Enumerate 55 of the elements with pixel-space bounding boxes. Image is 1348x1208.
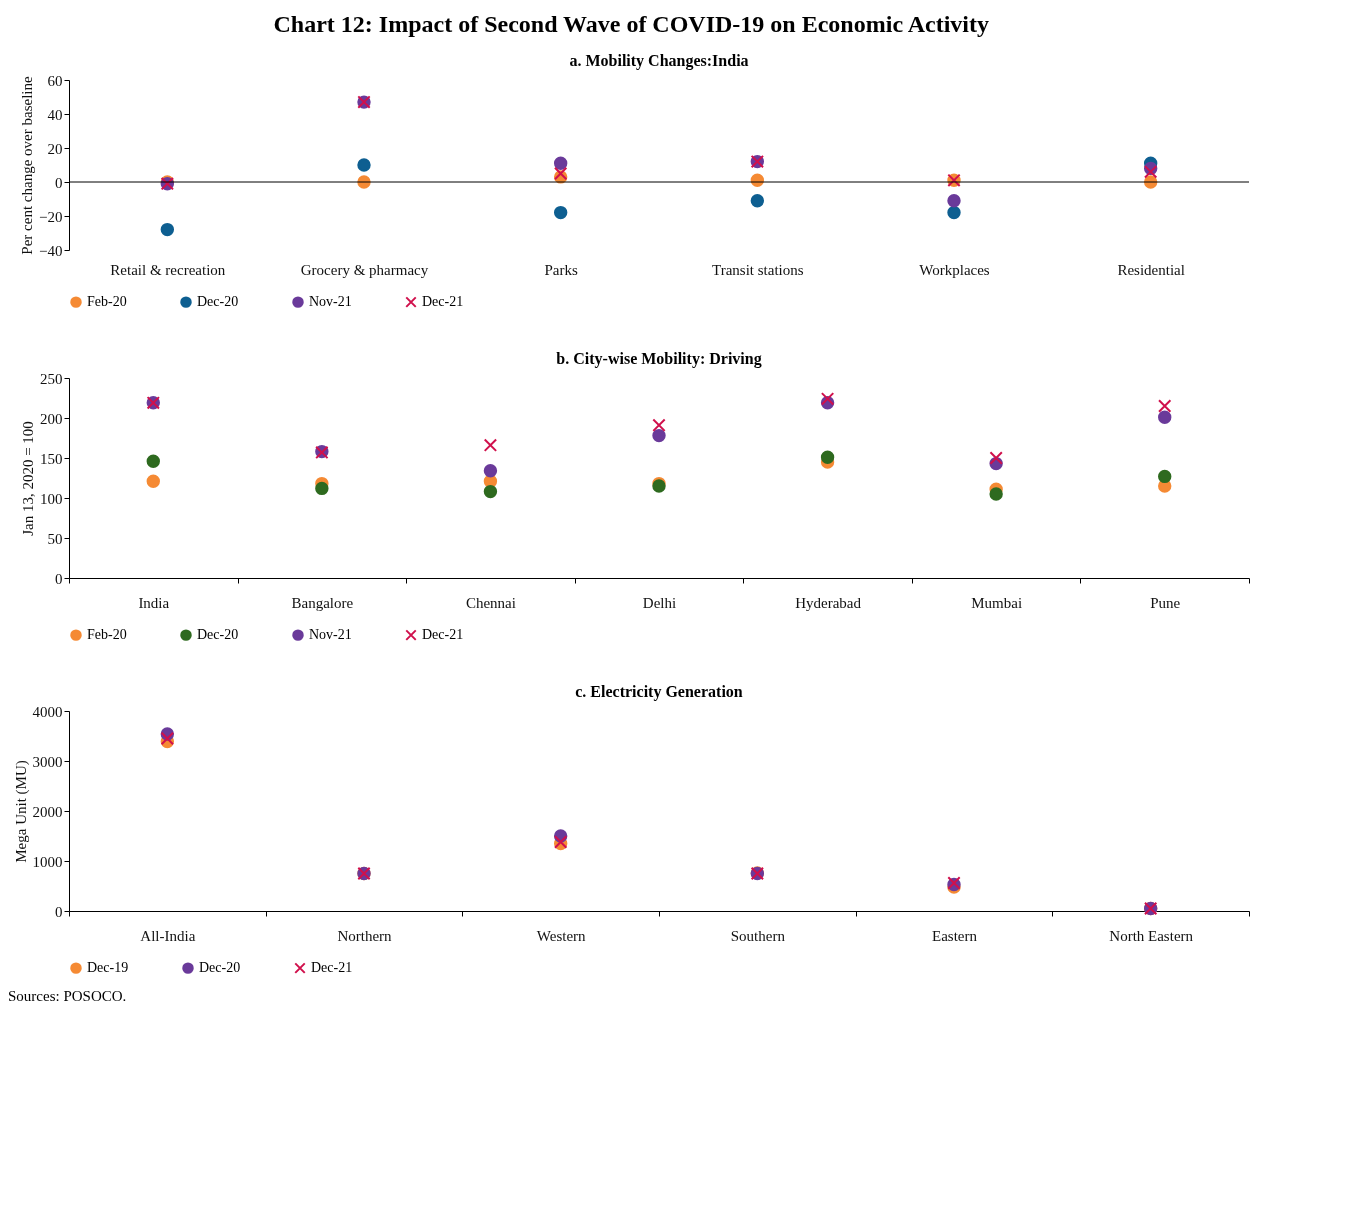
x-tick-label: Hyderabad bbox=[795, 594, 862, 611]
source-note: Sources: POSOCO. bbox=[8, 988, 128, 1005]
y-tick-label: 0 bbox=[55, 570, 63, 587]
x-tick-label: Northern bbox=[337, 927, 393, 944]
y-tick-label: 2000 bbox=[32, 803, 63, 820]
y-tick-label: 40 bbox=[47, 106, 63, 123]
x-tick-label: Mumbai bbox=[971, 594, 1023, 611]
x-tick-label: Residential bbox=[1117, 261, 1185, 278]
chart-subtitle: c. Electricity Generation bbox=[575, 683, 743, 701]
x-tick-label: Chennai bbox=[465, 594, 516, 611]
x-tick-label: Grocery & pharmacy bbox=[300, 261, 429, 278]
y-tick-label: 0 bbox=[55, 903, 63, 920]
legend-label: Dec-20 bbox=[197, 294, 239, 310]
x-tick-label: Parks bbox=[544, 261, 578, 278]
legend-label: Dec-19 bbox=[87, 960, 129, 976]
y-tick-label: −20 bbox=[39, 208, 63, 225]
x-tick-label: Workplaces bbox=[919, 261, 990, 278]
y-tick-label: 60 bbox=[47, 72, 63, 89]
y-tick-label: 20 bbox=[47, 140, 63, 157]
y-axis-title: Jan 13, 2020 = 100 bbox=[20, 421, 36, 536]
x-tick-label: All-India bbox=[140, 927, 196, 944]
x-tick-label: Retail & recreation bbox=[110, 261, 226, 278]
legend-label: Dec-20 bbox=[199, 960, 241, 976]
legend-label: Nov-21 bbox=[309, 294, 352, 310]
x-tick-label: North Eastern bbox=[1109, 927, 1194, 944]
legend-label: Nov-21 bbox=[309, 627, 352, 643]
y-tick-label: 50 bbox=[47, 530, 63, 547]
x-tick-label: Bangalore bbox=[291, 594, 354, 611]
y-tick-label: 100 bbox=[40, 490, 63, 507]
y-tick-label: 1000 bbox=[32, 853, 63, 870]
x-tick-label: Southern bbox=[730, 927, 786, 944]
legend-label: Feb-20 bbox=[87, 294, 127, 310]
chart-title: Chart 12: Impact of Second Wave of COVID-19 on Economic Activity bbox=[273, 11, 990, 37]
x-tick-label: Delhi bbox=[642, 594, 677, 611]
x-tick-label: Pune bbox=[1150, 594, 1181, 611]
legend-label: Dec-21 bbox=[422, 294, 464, 310]
chart-subtitle: b. City-wise Mobility: Driving bbox=[556, 350, 762, 368]
x-tick-label: Eastern bbox=[932, 927, 978, 944]
x-tick-label: India bbox=[138, 594, 170, 611]
x-tick-label: Transit stations bbox=[712, 261, 804, 278]
y-tick-label: 250 bbox=[40, 370, 63, 387]
y-tick-label: 0 bbox=[55, 174, 63, 191]
y-tick-label: 150 bbox=[40, 450, 63, 467]
legend-label: Dec-21 bbox=[422, 627, 464, 643]
x-tick-label: Western bbox=[536, 927, 587, 944]
y-axis-title: Per cent change over baseline bbox=[19, 76, 36, 255]
y-tick-label: 200 bbox=[40, 410, 63, 427]
legend-label: Feb-20 bbox=[87, 627, 127, 643]
legend-label: Dec-20 bbox=[197, 627, 239, 643]
chart-subtitle: a. Mobility Changes:India bbox=[569, 52, 749, 70]
legend-label: Dec-21 bbox=[311, 960, 353, 976]
y-tick-label: 4000 bbox=[32, 703, 63, 720]
y-tick-label: 3000 bbox=[32, 753, 63, 770]
y-axis-title: Mega Unit (MU) bbox=[12, 760, 30, 863]
y-tick-label: −40 bbox=[39, 242, 63, 259]
